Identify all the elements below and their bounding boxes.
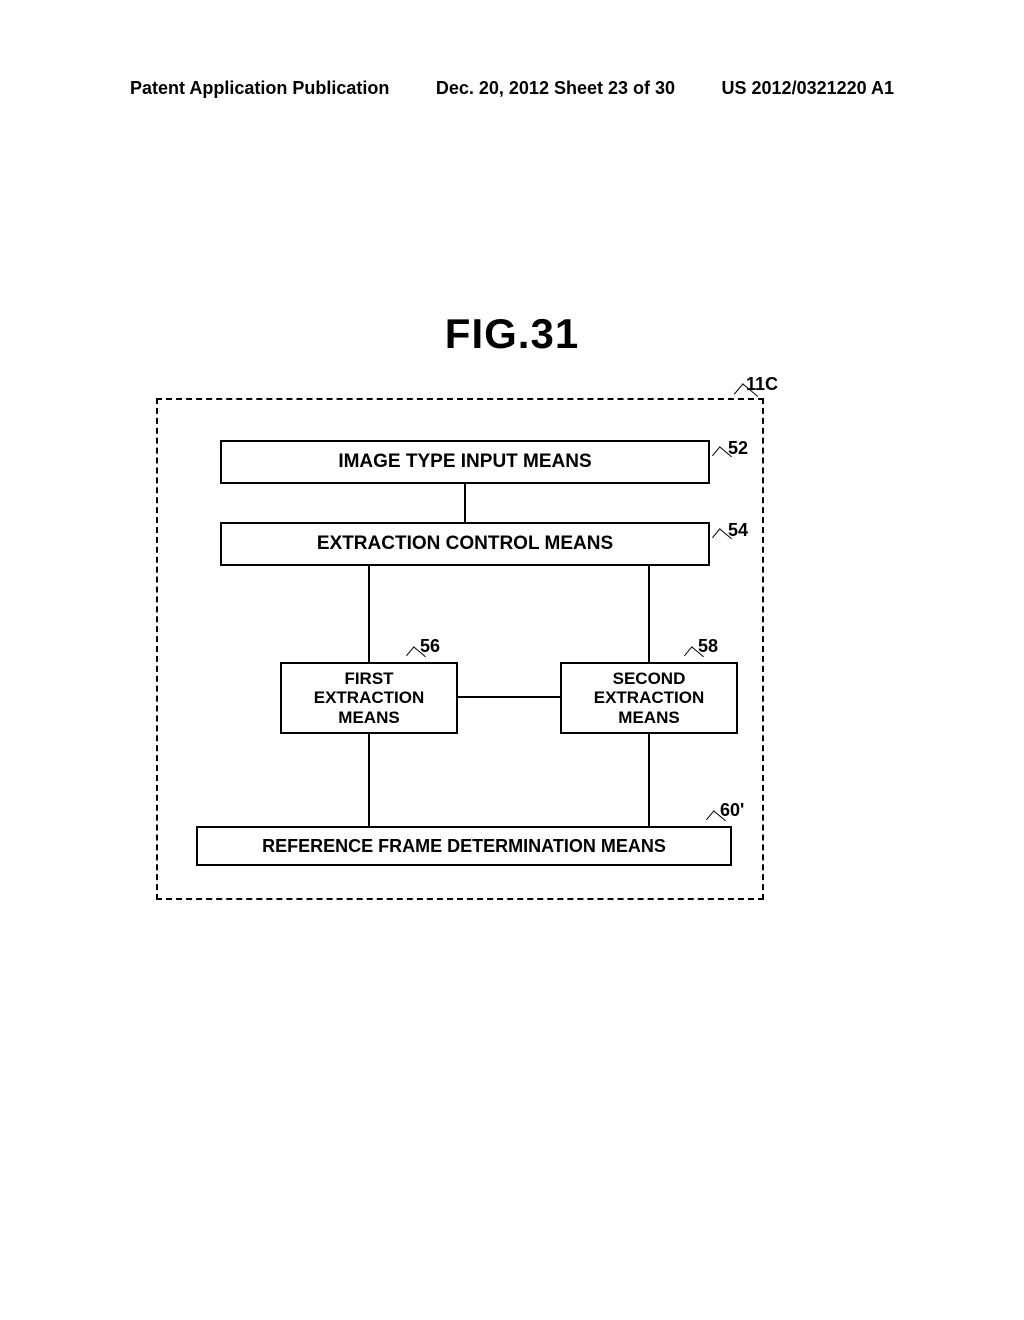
header-right: US 2012/0321220 A1 — [722, 78, 894, 99]
connector-56-60 — [368, 734, 370, 826]
box-label: EXTRACTION CONTROL MEANS — [317, 533, 613, 555]
header-left: Patent Application Publication — [130, 78, 389, 99]
connector-54-56 — [368, 566, 370, 662]
box-second-extraction: SECOND EXTRACTION MEANS — [560, 662, 738, 734]
connector-58-60 — [648, 734, 650, 826]
box-label: REFERENCE FRAME DETERMINATION MEANS — [262, 836, 666, 857]
figure-title: FIG.31 — [445, 310, 579, 358]
box-label: FIRST EXTRACTION MEANS — [314, 669, 425, 728]
box-label: SECOND EXTRACTION MEANS — [594, 669, 705, 728]
header-center: Dec. 20, 2012 Sheet 23 of 30 — [436, 78, 675, 99]
box-reference-frame-determination: REFERENCE FRAME DETERMINATION MEANS — [196, 826, 732, 866]
page-header: Patent Application Publication Dec. 20, … — [0, 78, 1024, 99]
box-extraction-control: EXTRACTION CONTROL MEANS — [220, 522, 710, 566]
diagram-container: IMAGE TYPE INPUT MEANS 52 EXTRACTION CON… — [156, 398, 764, 900]
connector-56-58 — [458, 696, 560, 698]
connector-54-58 — [648, 566, 650, 662]
connector-52-54 — [464, 484, 466, 522]
box-label: IMAGE TYPE INPUT MEANS — [338, 451, 591, 473]
box-first-extraction: FIRST EXTRACTION MEANS — [280, 662, 458, 734]
box-image-type-input: IMAGE TYPE INPUT MEANS — [220, 440, 710, 484]
